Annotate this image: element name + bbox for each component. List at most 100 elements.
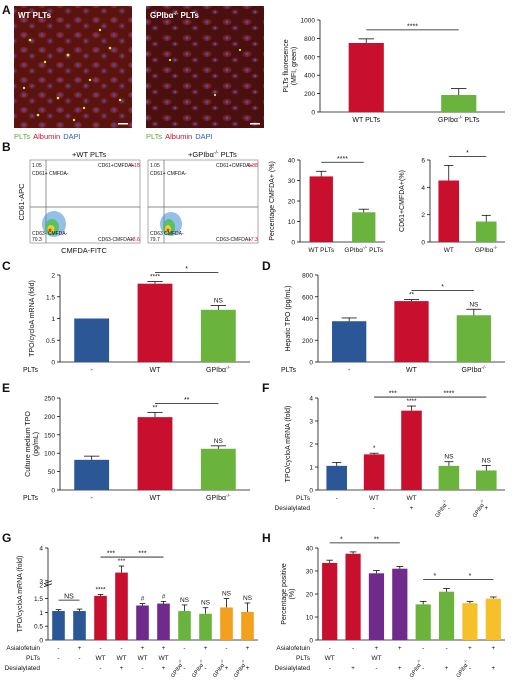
chart-d-row-label: PLTs	[281, 367, 297, 374]
chart-g-bar-9	[241, 611, 254, 640]
chart-g-row2-cell-3: +	[120, 665, 124, 672]
chart-c-category-0: -	[90, 367, 93, 374]
chart-f-row0-cell-1: WT	[369, 495, 379, 502]
chart-g-row2-cell-5: +	[162, 665, 166, 672]
chart-h-row-label-0: Asialofetuin	[276, 645, 310, 652]
chart-c-ytick-label-3: 1.5	[46, 294, 55, 301]
chart-g-row-label-2: Desialylated	[5, 665, 41, 672]
chart-f-sig-label-0: ***	[389, 391, 397, 398]
chart-a-right-category-0: WT PLTs	[352, 117, 380, 124]
chart-e-ylabel: Culture medium TPO	[25, 411, 32, 477]
chart-e-ytick-label-4: 200	[44, 414, 55, 421]
chart-e-ytick-label-0: 0	[51, 488, 55, 495]
chart-f-bar-3	[438, 465, 460, 490]
svg-text:GPIbα-/- PLTs: GPIbα-/- PLTs	[150, 11, 199, 20]
chart-b-right-ytick-label-0: 0	[421, 240, 425, 247]
panel-label-h: H	[262, 531, 271, 545]
svg-text:1.05: 1.05	[32, 163, 42, 169]
flow-plot-gpib: +GPIbα-/- PLTs 1.05 CD61+ CMFDA- CD61+CM…	[147, 150, 259, 244]
chart-c-bar-2	[200, 309, 236, 362]
flow-plot-wt: +WT PLTs 1.05 CD61+ CMFDA- CD61+CMFDA+ 4…	[29, 150, 141, 244]
chart-a-right-sig-label-0: ****	[407, 23, 418, 30]
chart-b-right-category-1: GPIbα-/-	[475, 245, 498, 254]
chart-g-bar-7	[199, 613, 212, 640]
chart-h-row-label-2: Desialylated	[275, 665, 311, 672]
chart-e-bar-label-2: NS	[214, 438, 224, 445]
chart-g-row0-cell-5: +	[162, 645, 166, 652]
chart-h-ytick-label-0: 0	[309, 638, 313, 645]
chart-h-bar-7	[485, 598, 501, 640]
chart-b-middle-ytick-label-0: 0	[291, 240, 295, 247]
svg-text:CD61+ CMFDA-: CD61+ CMFDA-	[150, 171, 187, 177]
chart-g-bar-label-9: NS	[243, 595, 253, 602]
panel-label-g: G	[2, 531, 11, 545]
chart-a-right-category-1: GPIbα-/- PLTs	[438, 115, 480, 124]
chart-a-right-ytick-label-0: 0	[311, 110, 315, 117]
chart-g-row0-cell-1: +	[78, 645, 82, 652]
chart-h-bar-1	[345, 553, 361, 640]
micrograph-gpib: GPIbα-/- PLTs	[146, 6, 264, 128]
chart-d-ytick-label-4: 800	[302, 273, 313, 280]
chart-e-row-label: PLTs	[23, 495, 39, 502]
chart-g-row0-cell-4: +	[141, 645, 145, 652]
chart-d-bar-label-2: NS	[469, 301, 479, 308]
panel-label-d: D	[262, 259, 271, 273]
chart-f-row0-cell-2: WT	[406, 495, 416, 502]
chart-g-row0-cell-8: -	[225, 645, 227, 652]
svg-text:CD63-CMFDA+: CD63-CMFDA+	[216, 237, 251, 243]
chart-h-ytick-label-4: 40	[306, 546, 314, 553]
chart-f-row1-cell-2: +	[410, 505, 414, 512]
flow-gpib-title: +GPIbα	[188, 150, 214, 159]
chart-c-ytick-label-0: 0	[51, 360, 55, 367]
chart-e-bar-2	[200, 448, 236, 490]
chart-g-row1-cell-4: WT	[137, 655, 147, 662]
chart-h-row-label-1: PLTs	[296, 655, 311, 662]
chart-h-row2-cell-0: -	[329, 665, 331, 672]
chart-a-right-ytick-label-5: 1000	[301, 18, 316, 25]
chart-h-row2-cell-2: -	[375, 665, 377, 672]
chart-e-sig-label-0: **	[184, 397, 190, 404]
chart-g-row0-cell-7: +	[204, 645, 208, 652]
chart-g-ytick-label-5: 3	[39, 578, 43, 585]
chart-e-ytick-label-2: 100	[44, 451, 55, 458]
chart-g-ytick-label-3: 1.5	[34, 596, 43, 603]
chart-g-bar-6	[178, 611, 191, 640]
chart-d-bar-2	[456, 315, 491, 362]
chart-b-middle-bar-0	[309, 176, 333, 242]
chart-b-right-ylabel: CD61+CMFDA+(%)	[399, 170, 406, 232]
chart-e-bar-1	[137, 417, 173, 490]
chart-d-ytick-label-1: 200	[302, 338, 313, 345]
chart-h-ytick-label-1: 10	[306, 615, 314, 622]
chart-g-ytick-label-1: 0.5	[34, 624, 43, 631]
chart-g-bar-label-4: #	[141, 596, 145, 603]
panel-label-e: E	[2, 381, 10, 395]
chart-c-ylabel: TPO/cycloA mRNA (fold)	[29, 280, 36, 357]
chart-g-bar-0	[52, 611, 65, 640]
svg-text:+GPIbα-/- PLTs: +GPIbα-/- PLTs	[188, 150, 237, 159]
chart-g-ytick-label-6: 4	[39, 546, 43, 553]
chart-e-category-1: WT	[150, 495, 162, 502]
chart-e-bar-0	[74, 459, 110, 490]
chart-h-bar-2	[368, 573, 385, 640]
chart-g-sig-label-0: NS	[64, 594, 74, 601]
micrograph-legend-gpib: PLTs Albumin DAPI	[146, 132, 213, 141]
chart-g-bar-3	[115, 572, 128, 640]
chart-g-ylabel: TPO/cycloA mRNA (fold)	[17, 556, 24, 633]
chart-h-ylabel-unit: (%)	[289, 589, 296, 600]
chart-e-ytick-label-1: 50	[48, 469, 56, 476]
chart-g-axis-break-1	[43, 580, 53, 585]
chart-g-bar-label-6: NS	[180, 597, 190, 604]
chart-g-bar-2	[94, 595, 107, 640]
chart-g-bar-5	[157, 603, 170, 640]
chart-b-middle-bar-1	[352, 212, 376, 242]
chart-b-right-sig-label-0: *	[466, 150, 469, 157]
chart-g-row2-cell-4: -	[141, 665, 143, 672]
chart-a-right-ylabel-unit: (MFI, green)	[291, 47, 298, 86]
chart-h-row0-cell-0: -	[329, 645, 331, 652]
svg-text:1.05: 1.05	[150, 163, 160, 169]
chart-a-right-ylabel: PLTs fluoresence	[283, 39, 290, 92]
chart-g-ytick-label-4: 2	[39, 582, 43, 589]
chart-f-row1-cell-4: +	[484, 505, 488, 512]
chart-e-category-0: -	[90, 495, 93, 502]
